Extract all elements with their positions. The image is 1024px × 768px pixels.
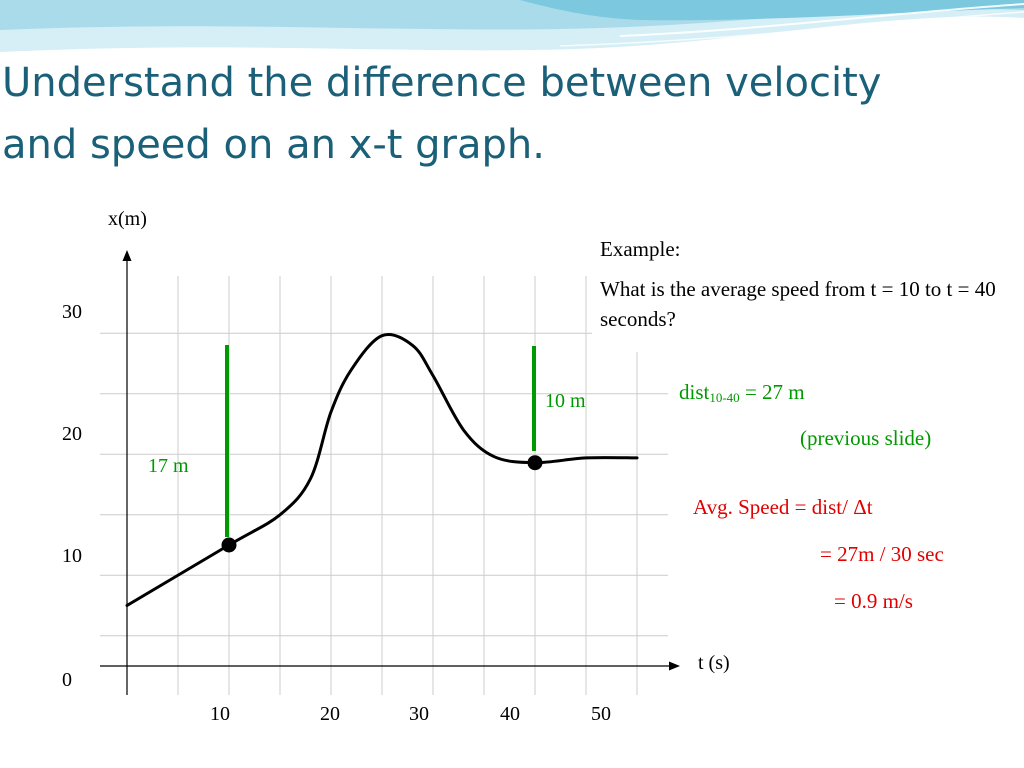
example-box: Example: What is the average speed from … bbox=[592, 234, 998, 352]
distance-equation: dist10-40 = 27 m bbox=[679, 380, 805, 406]
y-tick-label-30: 30 bbox=[62, 301, 82, 323]
graph-grid bbox=[100, 276, 668, 695]
y-tick-label-0: 0 bbox=[62, 669, 72, 691]
solution-panel bbox=[668, 372, 988, 638]
avg-speed-formula: Avg. Speed = dist/ Δt bbox=[693, 495, 873, 519]
marked-points bbox=[221, 455, 543, 553]
x-tick-label-10: 10 bbox=[210, 703, 230, 725]
example-question: What is the average speed from t = 10 to… bbox=[600, 277, 996, 331]
x-tick-label-50: 50 bbox=[591, 703, 611, 725]
y-tick-label-20: 20 bbox=[62, 423, 82, 445]
x-tick-label-30: 30 bbox=[409, 703, 429, 725]
x-axis-label: t (s) bbox=[698, 652, 730, 674]
graph-axes bbox=[100, 250, 680, 695]
y-axis-arrow bbox=[122, 250, 132, 261]
distance-equation-prefix: dist bbox=[679, 380, 710, 404]
data-point-2 bbox=[527, 455, 543, 471]
data-point-1 bbox=[221, 537, 237, 553]
header-wave-decoration bbox=[0, 0, 1024, 52]
distance-equation-subscript: 10-40 bbox=[709, 390, 740, 405]
distance-label-10m: 10 m bbox=[545, 390, 586, 412]
y-tick-label-10: 10 bbox=[62, 545, 82, 567]
distance-equation-value: = 27 m bbox=[739, 380, 805, 404]
distance-label-17m: 17 m bbox=[148, 455, 189, 477]
x-tick-label-40: 40 bbox=[500, 703, 520, 725]
x-axis-arrow bbox=[669, 661, 680, 671]
example-heading: Example: bbox=[600, 237, 681, 261]
y-axis-label: x(m) bbox=[108, 208, 147, 230]
avg-speed-result: = 0.9 m/s bbox=[834, 589, 913, 613]
slide-title-line-2: and speed on an x-t graph. bbox=[2, 122, 545, 168]
x-tick-label-20: 20 bbox=[320, 703, 340, 725]
previous-slide-note: (previous slide) bbox=[800, 426, 932, 450]
avg-speed-step-2: = 27m / 30 sec bbox=[820, 542, 944, 566]
slide-title: Understand the difference between veloci… bbox=[2, 52, 1012, 176]
slide-title-line-1: Understand the difference between veloci… bbox=[2, 60, 882, 106]
